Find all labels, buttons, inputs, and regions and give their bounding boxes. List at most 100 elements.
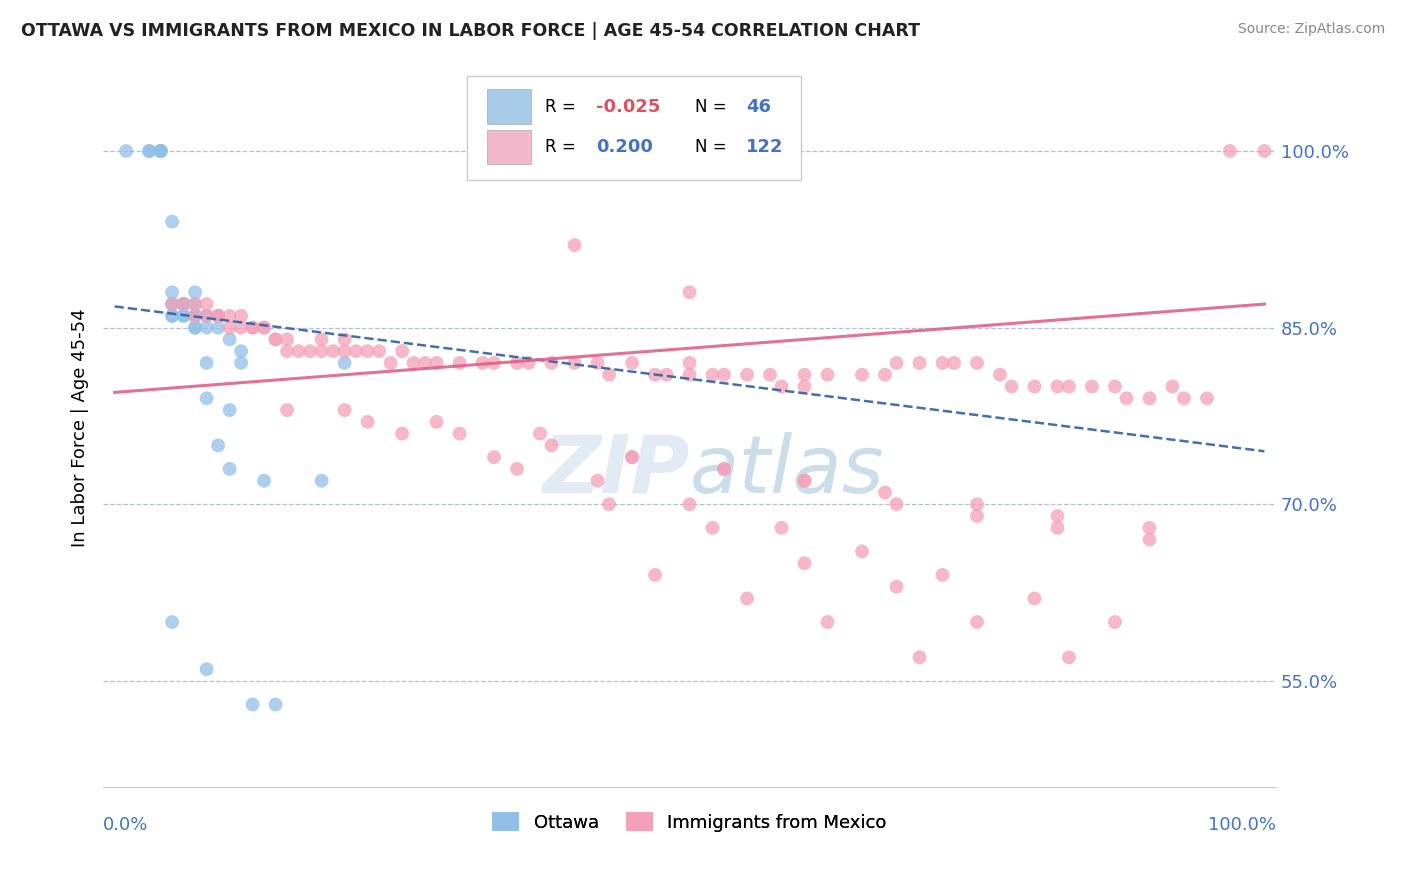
Point [1253, 144, 1275, 158]
Point [264, 332, 287, 346]
Point [184, 309, 207, 323]
Text: R =: R = [546, 97, 576, 116]
Point [621, 450, 644, 465]
Point [160, 297, 183, 311]
Point [218, 462, 240, 476]
Point [449, 356, 471, 370]
Text: 100.0%: 100.0% [1208, 815, 1277, 834]
Point [207, 309, 229, 323]
Point [173, 297, 195, 311]
Point [1057, 650, 1080, 665]
Point [229, 356, 252, 370]
Point [242, 320, 264, 334]
Y-axis label: In Labor Force | Age 45-54: In Labor Force | Age 45-54 [72, 309, 89, 547]
Point [931, 356, 953, 370]
Point [195, 320, 218, 334]
Point [242, 698, 264, 712]
FancyBboxPatch shape [486, 129, 531, 164]
Point [218, 403, 240, 417]
Point [506, 356, 529, 370]
Point [195, 297, 218, 311]
Point [184, 320, 207, 334]
Point [1046, 509, 1069, 524]
Point [1219, 144, 1241, 158]
Point [735, 591, 758, 606]
Point [482, 450, 505, 465]
Point [873, 368, 896, 382]
Point [229, 344, 252, 359]
Point [299, 344, 322, 359]
Point [115, 144, 138, 158]
Point [207, 309, 229, 323]
Point [966, 497, 988, 511]
Point [713, 462, 735, 476]
Point [276, 403, 298, 417]
Point [793, 556, 815, 570]
Point [678, 285, 700, 300]
Point [138, 144, 160, 158]
Point [229, 309, 252, 323]
Point [1000, 379, 1022, 393]
Point [449, 426, 471, 441]
Legend: Ottawa, Immigrants from Mexico: Ottawa, Immigrants from Mexico [485, 805, 894, 839]
Text: ZIP: ZIP [543, 432, 689, 510]
Point [173, 297, 195, 311]
Point [276, 344, 298, 359]
Point [160, 309, 183, 323]
Point [207, 438, 229, 452]
Point [184, 320, 207, 334]
Point [184, 297, 207, 311]
Point [242, 320, 264, 334]
Point [184, 309, 207, 323]
Point [793, 474, 815, 488]
Point [264, 332, 287, 346]
Text: N =: N = [696, 97, 727, 116]
Point [253, 320, 276, 334]
Point [1104, 615, 1126, 629]
Point [173, 297, 195, 311]
Point [184, 297, 207, 311]
Point [598, 368, 620, 382]
Point [1195, 392, 1218, 406]
Point [311, 332, 333, 346]
Point [311, 474, 333, 488]
Point [160, 615, 183, 629]
Point [1081, 379, 1104, 393]
Point [391, 426, 413, 441]
Point [851, 544, 873, 558]
Point [173, 297, 195, 311]
Point [195, 356, 218, 370]
Text: 0.200: 0.200 [596, 138, 652, 156]
Point [966, 509, 988, 524]
Point [988, 368, 1011, 382]
Text: 0.0%: 0.0% [103, 815, 149, 834]
Point [1139, 392, 1161, 406]
Text: Source: ZipAtlas.com: Source: ZipAtlas.com [1237, 22, 1385, 37]
Point [886, 580, 908, 594]
Point [908, 650, 931, 665]
Point [1046, 521, 1069, 535]
Point [195, 309, 218, 323]
Point [160, 297, 183, 311]
Point [678, 497, 700, 511]
Point [713, 368, 735, 382]
Point [678, 356, 700, 370]
Point [598, 497, 620, 511]
FancyBboxPatch shape [486, 89, 531, 124]
Point [149, 144, 172, 158]
Point [173, 309, 195, 323]
Point [333, 332, 356, 346]
Point [311, 344, 333, 359]
Point [564, 238, 586, 252]
Point [207, 320, 229, 334]
Point [195, 662, 218, 676]
Point [160, 297, 183, 311]
Point [621, 450, 644, 465]
Point [770, 521, 793, 535]
Text: atlas: atlas [689, 432, 884, 510]
Point [759, 368, 782, 382]
Point [564, 356, 586, 370]
Point [851, 368, 873, 382]
Point [793, 474, 815, 488]
Point [218, 320, 240, 334]
